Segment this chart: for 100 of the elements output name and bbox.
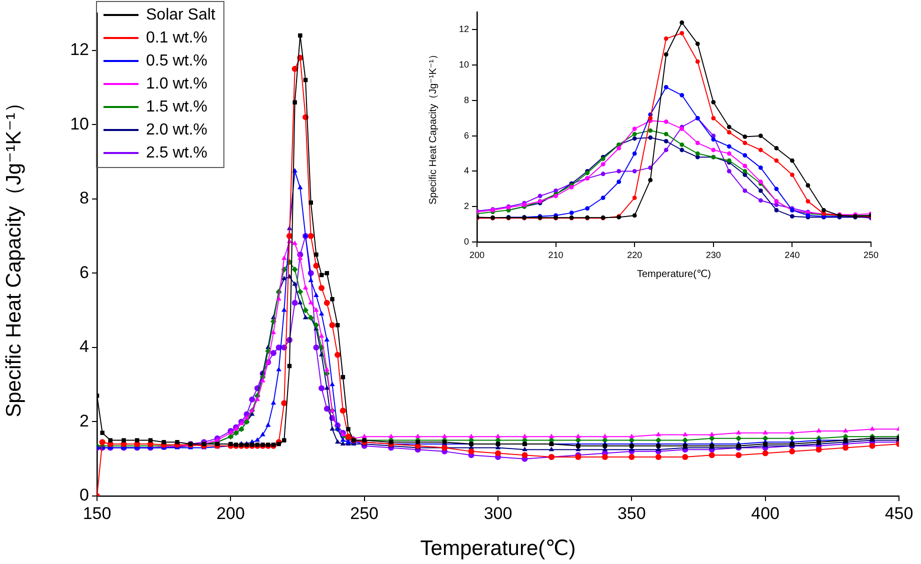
- point: [711, 148, 716, 152]
- point: [335, 323, 340, 328]
- point: [314, 252, 318, 257]
- point: [628, 454, 635, 460]
- point: [789, 448, 796, 454]
- point: [270, 400, 276, 405]
- point: [330, 382, 335, 386]
- point: [695, 151, 700, 156]
- point: [632, 169, 637, 174]
- point: [324, 271, 330, 276]
- point: [842, 444, 849, 451]
- point: [602, 434, 608, 438]
- point: [415, 434, 420, 438]
- point: [324, 337, 330, 342]
- x-tick-label: 450: [884, 504, 914, 523]
- point: [870, 426, 875, 431]
- point: [244, 415, 250, 420]
- point: [774, 186, 779, 192]
- point: [249, 396, 256, 402]
- point: [281, 400, 288, 406]
- point: [292, 281, 298, 286]
- y-tick-label: 2: [80, 411, 89, 430]
- point: [330, 297, 334, 302]
- x-tick-label: 230: [706, 250, 721, 260]
- point: [869, 442, 876, 449]
- x-axis-title: Temperature(℃): [636, 268, 712, 280]
- point: [790, 158, 794, 163]
- point: [260, 378, 266, 382]
- point: [816, 446, 822, 453]
- point: [282, 307, 287, 312]
- point: [774, 146, 779, 150]
- point: [742, 153, 748, 158]
- point: [538, 194, 542, 198]
- x-axis-title: Temperature(℃): [420, 537, 576, 560]
- point: [736, 435, 742, 442]
- y-tick-label: 8: [464, 94, 469, 105]
- point: [308, 200, 313, 205]
- x-tick-label: 240: [784, 250, 800, 260]
- y-axis-title: Specific Heat Capacity（Jg⁻¹K⁻¹）: [2, 92, 26, 418]
- point: [340, 408, 346, 414]
- x-tick-label: 350: [617, 504, 646, 523]
- point: [648, 116, 653, 120]
- point: [468, 434, 474, 438]
- point: [632, 151, 637, 156]
- point: [758, 148, 763, 152]
- point: [576, 444, 580, 448]
- x-tick-label: 250: [350, 504, 379, 523]
- point: [313, 262, 320, 269]
- point: [340, 375, 346, 380]
- point: [308, 233, 314, 240]
- point: [346, 427, 350, 432]
- point: [313, 344, 320, 350]
- point: [726, 130, 732, 135]
- x-tick-label: 300: [484, 504, 512, 523]
- point: [495, 434, 501, 438]
- point: [569, 210, 574, 216]
- point: [314, 307, 319, 312]
- point: [600, 196, 606, 200]
- point: [270, 330, 276, 334]
- point: [822, 208, 826, 212]
- point: [806, 183, 810, 188]
- legend-label: 1.5 wt.%: [146, 98, 208, 116]
- point: [742, 134, 748, 139]
- x-tick-label: 220: [627, 250, 642, 260]
- point: [726, 144, 732, 149]
- point: [711, 137, 716, 142]
- point: [313, 322, 320, 328]
- point: [680, 148, 684, 152]
- point: [664, 84, 668, 90]
- point: [711, 116, 716, 120]
- point: [664, 138, 668, 144]
- point: [682, 454, 688, 460]
- x-tick-label: 210: [548, 250, 564, 260]
- point: [122, 438, 126, 442]
- point: [600, 172, 606, 176]
- point: [680, 142, 684, 147]
- point: [585, 206, 590, 211]
- point: [630, 444, 634, 448]
- point: [329, 322, 336, 328]
- point: [340, 437, 346, 442]
- point: [99, 439, 106, 446]
- point: [664, 148, 668, 152]
- point: [308, 278, 314, 282]
- y-tick-label: 4: [80, 337, 89, 356]
- x-tick-label: 200: [216, 504, 245, 523]
- point: [298, 300, 303, 304]
- point: [695, 42, 700, 46]
- point: [726, 169, 732, 174]
- point: [664, 132, 668, 136]
- x-tick-label: 400: [751, 504, 780, 523]
- point: [548, 446, 554, 452]
- point: [742, 169, 748, 174]
- point: [726, 151, 732, 156]
- point: [134, 438, 140, 442]
- point: [758, 198, 763, 203]
- point: [762, 430, 768, 434]
- point: [632, 213, 637, 218]
- point: [314, 292, 319, 297]
- point: [790, 214, 794, 219]
- y-tick-label: 6: [80, 262, 89, 282]
